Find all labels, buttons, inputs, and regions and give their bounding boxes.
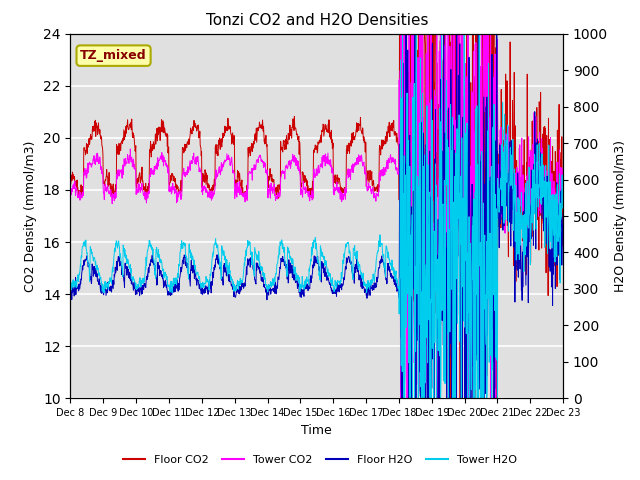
Text: TZ_mixed: TZ_mixed: [80, 49, 147, 62]
Y-axis label: H2O Density (mmol/m3): H2O Density (mmol/m3): [614, 140, 627, 292]
Title: Tonzi CO2 and H2O Densities: Tonzi CO2 and H2O Densities: [205, 13, 428, 28]
Y-axis label: CO2 Density (mmol/m3): CO2 Density (mmol/m3): [24, 140, 37, 292]
X-axis label: Time: Time: [301, 424, 332, 437]
Legend: Floor CO2, Tower CO2, Floor H2O, Tower H2O: Floor CO2, Tower CO2, Floor H2O, Tower H…: [118, 451, 522, 469]
